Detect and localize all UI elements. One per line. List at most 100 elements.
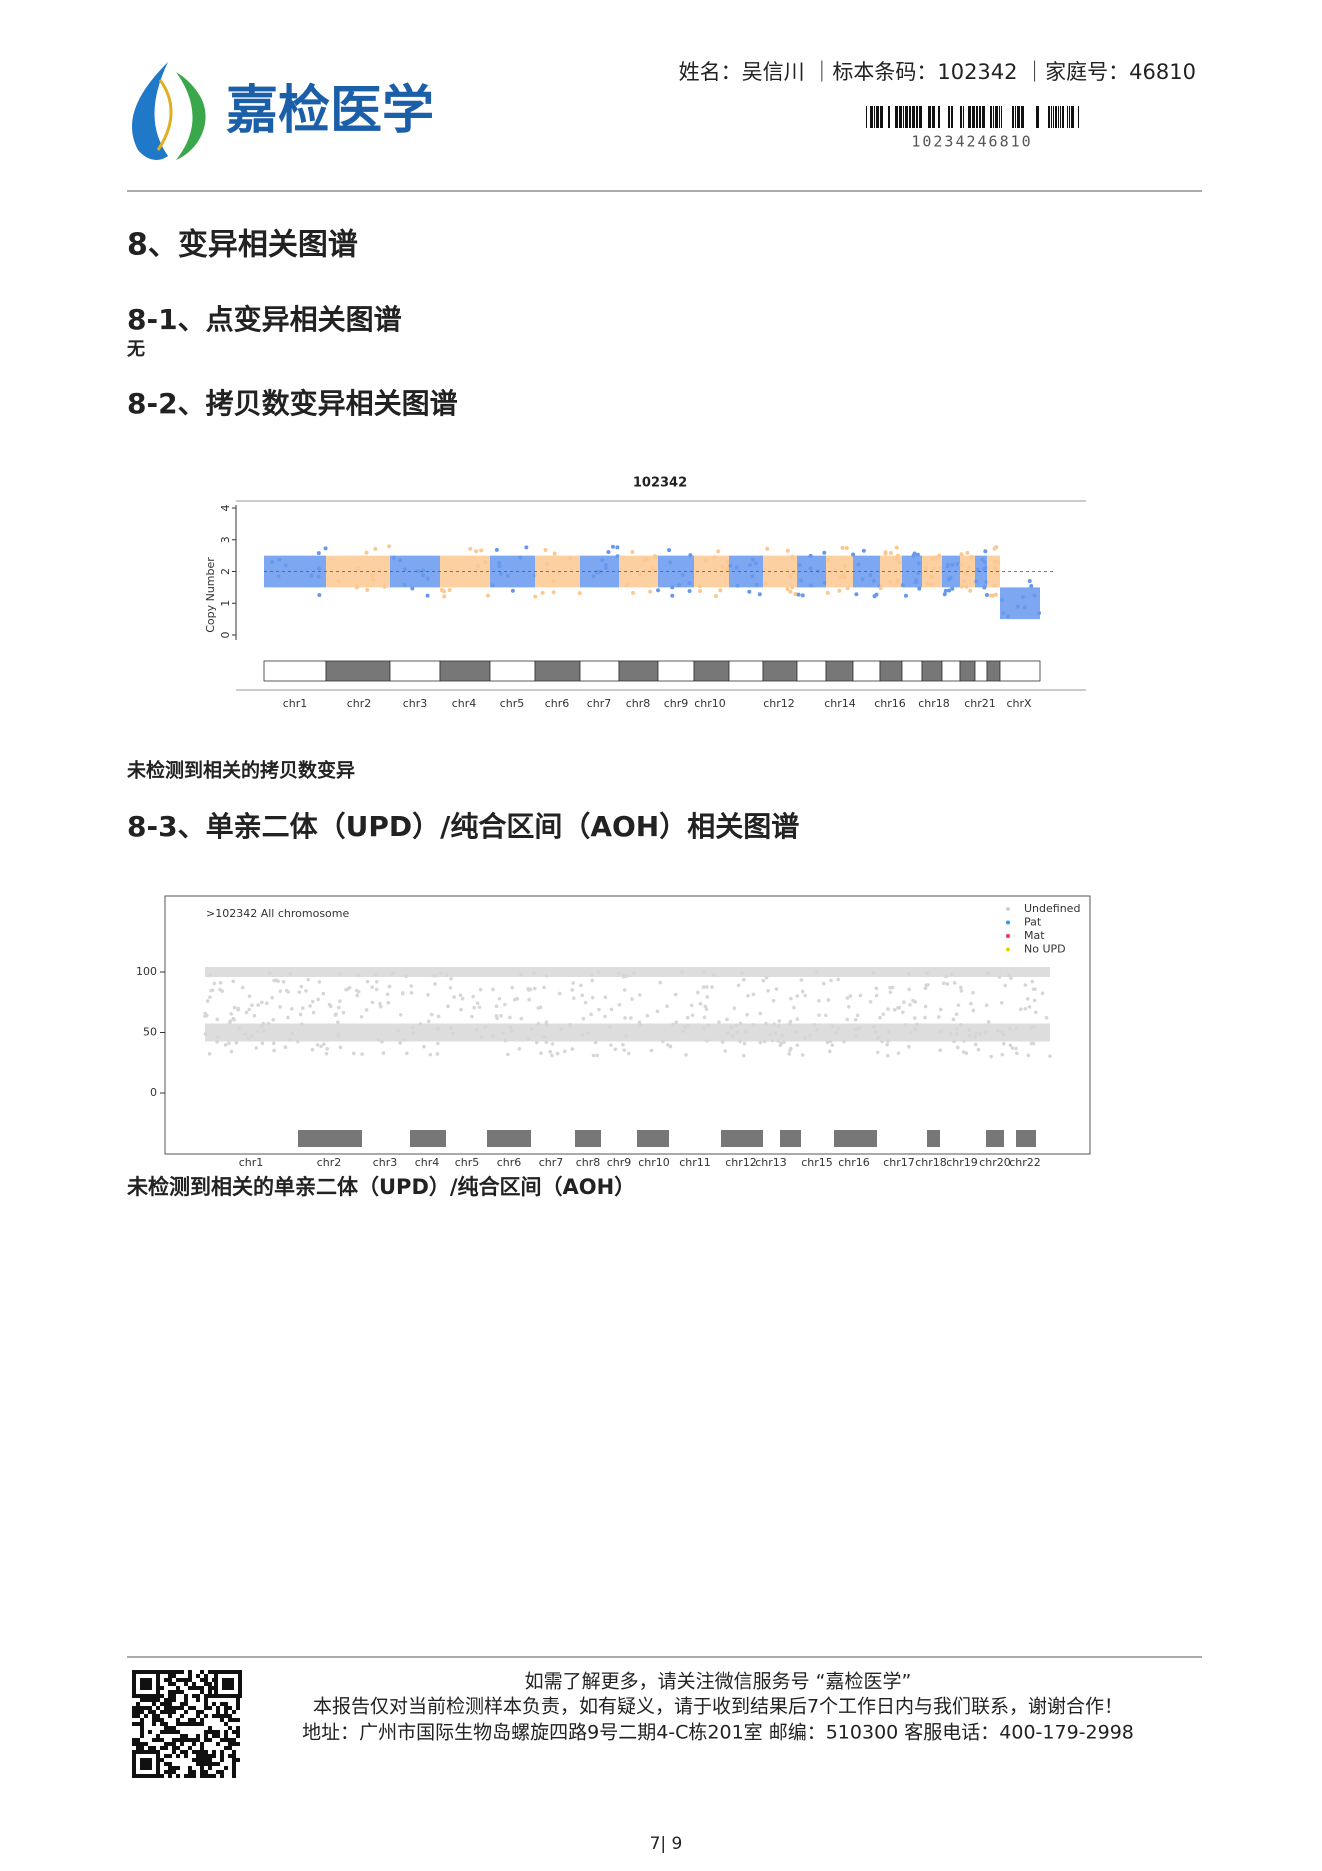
snp-dot [336,1034,341,1039]
qr-cell [136,1746,140,1750]
snp-dot [1019,1007,1023,1012]
snp-dot [336,1005,341,1010]
snp-dot [623,1016,627,1020]
barcode-bar [1053,106,1054,128]
qr-cell [236,1742,240,1746]
snp-dot [665,1004,669,1009]
qr-cell [192,1758,196,1762]
cnv-dot [656,588,661,593]
x-tick-label: chr10 [694,697,726,710]
snp-dot [913,1000,918,1004]
cnv-dot [808,553,813,558]
barcode-bar [1012,106,1014,128]
cnv-dot [447,588,452,593]
qr-cell [164,1770,168,1774]
qr-cell [200,1762,204,1766]
snp-dot [703,1004,708,1009]
y-tick-label: 2 [219,568,232,575]
qr-cell [220,1738,224,1742]
snp-dot [409,990,414,995]
snp-dot [288,1037,292,1042]
qr-cell [236,1730,240,1734]
snp-dot [746,993,750,998]
snp-dot [702,1026,706,1030]
qr-cell [176,1686,180,1690]
snp-dot [997,975,1002,979]
snp-dot [955,1026,959,1031]
ideogram-box [1016,1130,1036,1147]
qr-cell [136,1738,140,1742]
cnv-dot [796,592,801,597]
cnv-dot [878,586,883,591]
legend-marker [1006,934,1010,938]
cnv-dot [967,565,972,570]
qr-cell [208,1774,212,1778]
cnv-dot [670,585,675,590]
snp-dot [512,997,517,1002]
cnv-dot [687,589,692,594]
qr-cell [160,1722,164,1726]
qr-cell [228,1746,232,1750]
qr-cell [184,1774,188,1778]
snp-dot [283,1045,288,1050]
snp-dot [725,1031,730,1035]
snp-dot [208,995,212,999]
cnv-dot [355,566,360,571]
snp-dot [949,972,954,977]
snp-dot [938,1048,942,1053]
snp-dot [591,1053,596,1058]
x-tick-label: chr15 [801,1156,833,1169]
snp-dot [290,1031,294,1036]
qr-cell [220,1714,224,1718]
snp-dot [317,980,322,984]
qr-cell [216,1730,220,1734]
qr-cell [204,1750,208,1754]
qr-finder [140,1758,152,1770]
snp-dot [378,1004,383,1009]
snp-dot [794,1030,798,1034]
qr-cell [164,1670,168,1674]
snp-dot [387,984,392,989]
cnv-dot [725,567,730,572]
cnv-dot [897,560,902,565]
snp-dot [603,995,608,999]
snp-dot [544,1040,549,1044]
footer-line: 地址：广州市国际生物岛螺旋四路9号二期4-C栋201室 邮编：510300 客服… [302,1722,1134,1744]
qr-cell [216,1734,220,1738]
cnv-dot [600,558,605,563]
qr-cell [148,1698,152,1702]
snp-dot [203,1032,208,1036]
cnv-dot [420,573,425,578]
snp-dot [478,987,483,992]
qr-cell [140,1746,144,1750]
qr-cell [168,1682,172,1686]
snp-dot [874,1030,878,1034]
snp-dot [470,1014,474,1019]
snp-dot [613,1047,618,1052]
qr-cell [168,1670,172,1674]
snp-dot [398,1012,403,1017]
barcode-bar [982,106,985,128]
qr-cell [144,1706,148,1710]
cnv-dot [720,564,725,569]
snp-dot [495,1016,499,1021]
snp-dot [984,1003,989,1008]
barcode-bar [1058,106,1059,128]
barcode-bar [960,106,962,128]
qr-cell [192,1742,196,1746]
qr-cell [176,1766,180,1770]
snp-dot [696,990,700,995]
snp-dot [817,999,821,1003]
snp-dot [311,1010,316,1015]
cnv-dot [930,556,935,561]
snp-dot [1044,1016,1049,1020]
snp-dot [803,1036,807,1041]
qr-cell [184,1754,188,1758]
qr-cell [152,1718,156,1722]
qr-cell [232,1762,236,1766]
qr-cell [208,1766,212,1770]
snp-dot [901,1010,905,1015]
snp-band [205,1023,1050,1042]
cnv-dot [903,593,908,598]
snp-dot [815,1028,819,1032]
